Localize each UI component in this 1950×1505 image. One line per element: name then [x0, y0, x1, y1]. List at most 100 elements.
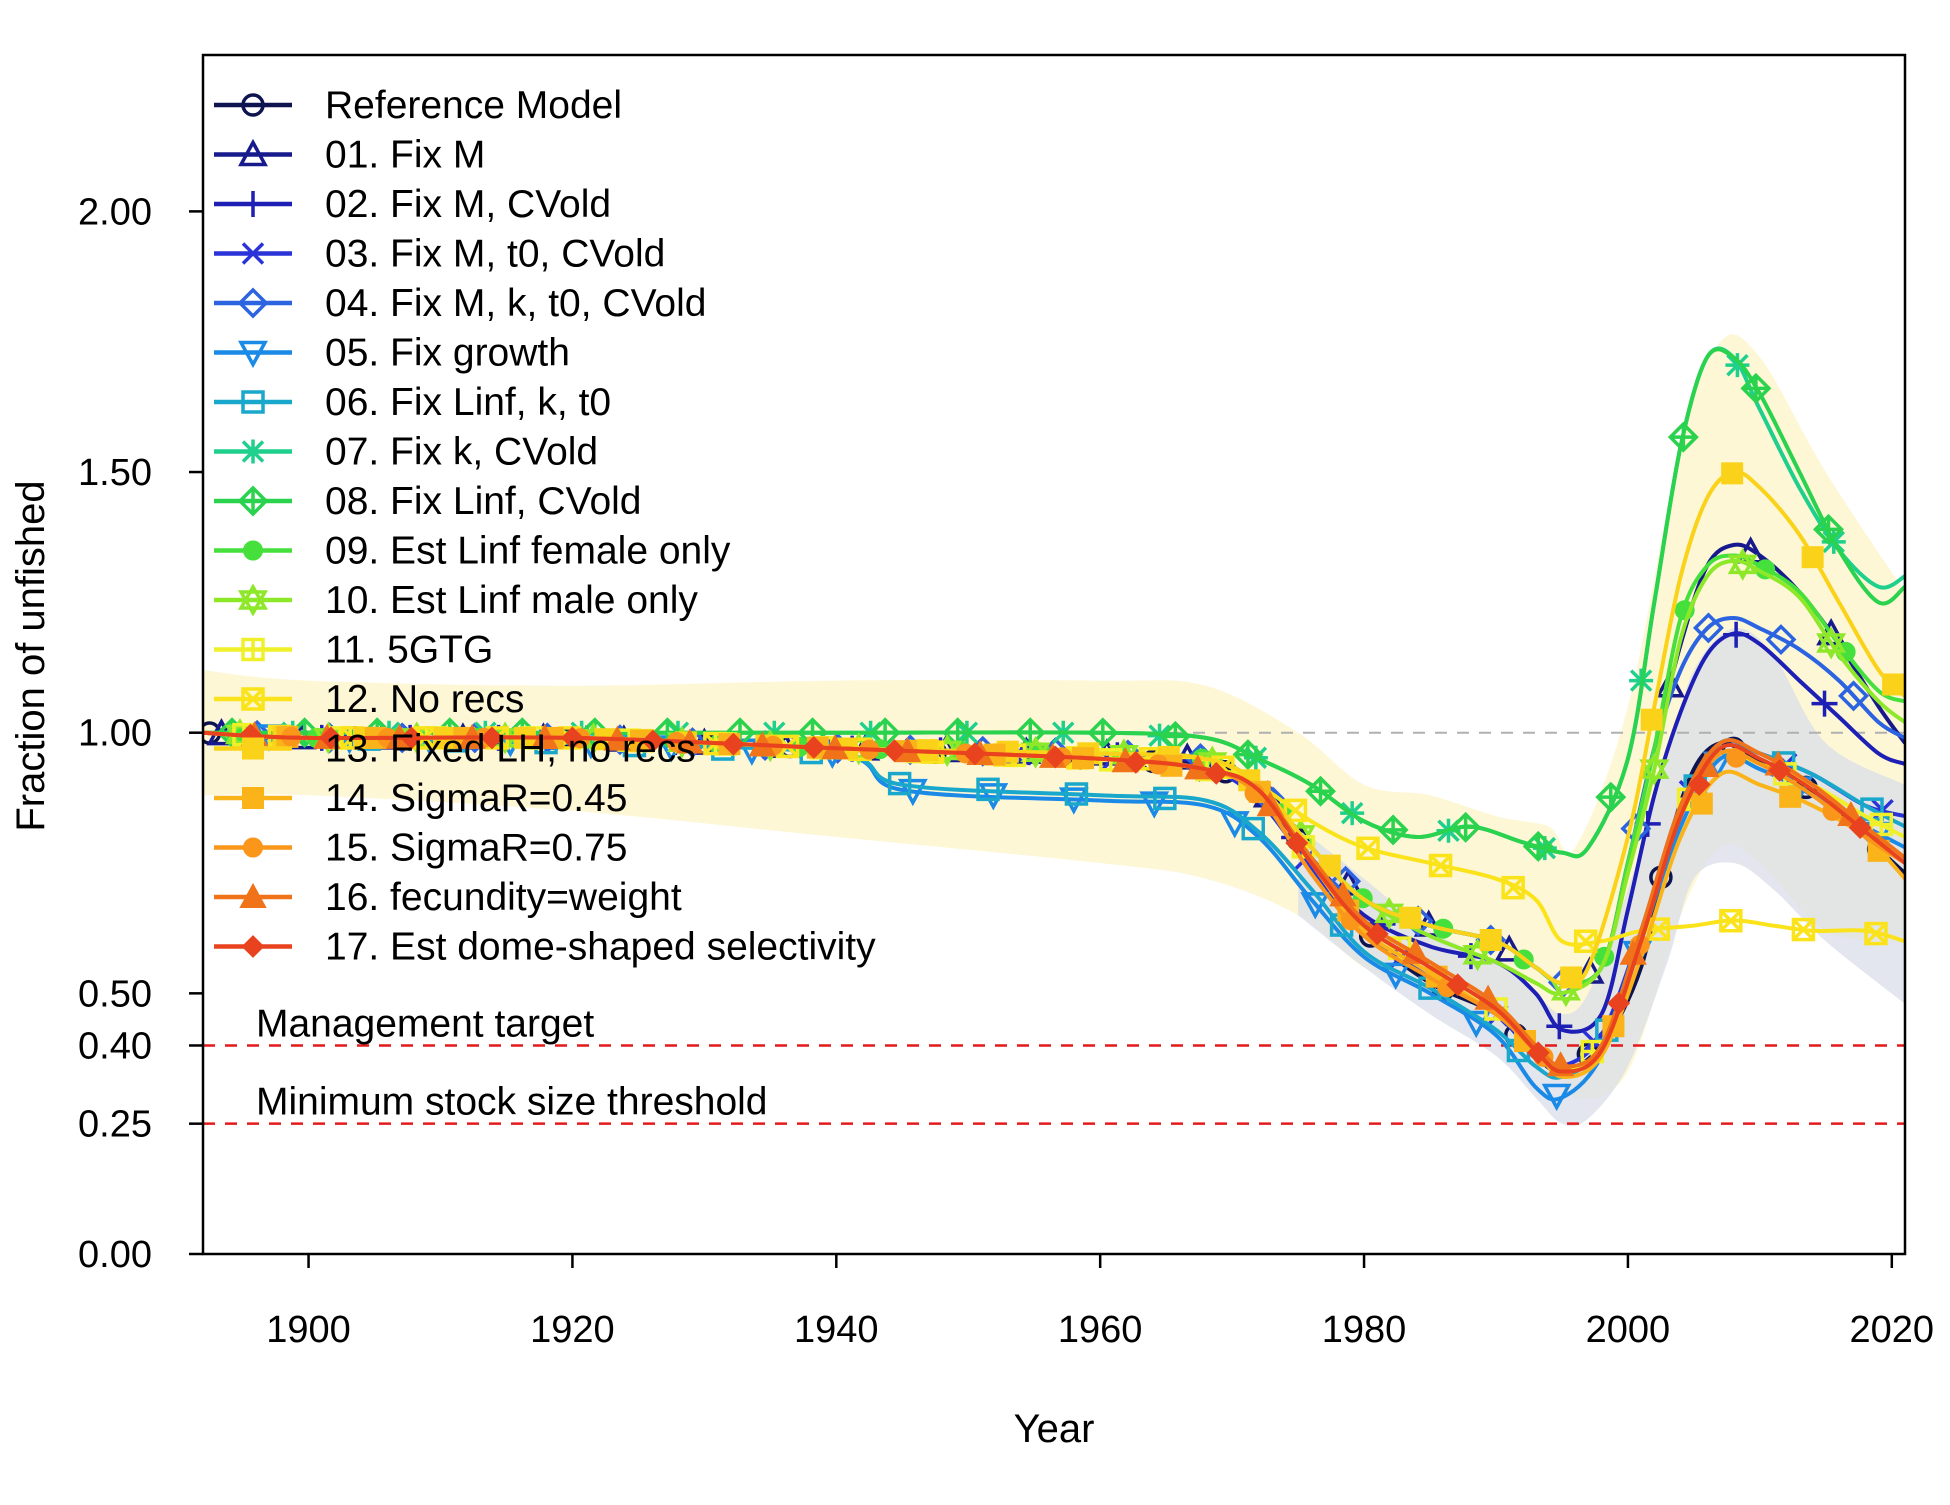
- legend-item: 05. Fix growth: [214, 332, 570, 375]
- series-point: [721, 732, 745, 756]
- series-point: [1838, 680, 1870, 712]
- legend-item: 13. Fixed LH, no recs: [214, 728, 696, 771]
- legend-label: 06. Fix Linf, k, t0: [325, 381, 611, 424]
- series-point: [1428, 853, 1453, 878]
- series-point: [1232, 739, 1264, 771]
- legend-label: 01. Fix M: [325, 134, 485, 177]
- series-point: [1779, 785, 1802, 808]
- series-point: [1811, 690, 1838, 717]
- series-point: [1526, 1041, 1550, 1065]
- series-point: [1124, 750, 1148, 774]
- series-point: [1640, 708, 1663, 731]
- legend-marker: [240, 191, 266, 217]
- legend-label: 14. SigmaR=0.45: [325, 777, 627, 820]
- series-point: [1462, 938, 1493, 972]
- series-point: [1791, 917, 1816, 942]
- series-point: [1882, 673, 1905, 696]
- legend-item: 14. SigmaR=0.45: [214, 777, 627, 820]
- y-tick-label: 2.00: [78, 191, 152, 233]
- legend-item: 07. Fix k, CVold: [214, 431, 598, 474]
- reference-lines: Management target Minimum stock size thre…: [203, 731, 1905, 1125]
- x-tick-label: 2000: [1586, 1309, 1671, 1351]
- legend-marker: [241, 935, 265, 958]
- legend-label: 11. 5GTG: [325, 629, 493, 672]
- series-point: [1501, 875, 1525, 900]
- legend-label: 09. Est Linf female only: [325, 530, 731, 573]
- legend-marker: [241, 390, 265, 414]
- series-point: [1726, 747, 1747, 768]
- legend-marker: [242, 787, 264, 809]
- reference-line-label: Minimum stock size threshold: [256, 1081, 768, 1124]
- legend-marker: [238, 340, 268, 369]
- series-point: [1765, 624, 1797, 656]
- legend-item: 02. Fix M, CVold: [214, 183, 611, 226]
- series-point: [1723, 621, 1750, 648]
- series-point: [1356, 836, 1380, 861]
- legend-marker: [237, 583, 269, 617]
- legend-item: Reference Model: [214, 84, 622, 127]
- series-18: [203, 723, 1905, 1074]
- legend-label: 03. Fix M, t0, CVold: [325, 233, 665, 276]
- series-point: [1727, 547, 1758, 581]
- legend-item: 11. 5GTG: [214, 629, 493, 672]
- series-point: [1541, 1083, 1572, 1112]
- axes: 1900 1920 1940 1960 1980 2000 2020 0.00 0.25 0.40…: [78, 191, 1934, 1351]
- legend-label: 04. Fix M, k, t0, CVold: [325, 282, 706, 325]
- legend-item: 04. Fix M, k, t0, CVold: [214, 282, 706, 325]
- series-point: [561, 726, 584, 750]
- series-point: [1740, 372, 1772, 404]
- legend-marker: [241, 637, 265, 662]
- legend-marker: [237, 485, 269, 517]
- y-tick-label: 0.00: [78, 1234, 152, 1276]
- legend-item: 08. Fix Linf, CVold: [214, 480, 642, 523]
- series-point: [1241, 816, 1265, 841]
- series-point: [1546, 1013, 1573, 1040]
- series-point: [963, 742, 987, 766]
- legend-marker: [241, 242, 265, 265]
- series-point: [1522, 830, 1554, 862]
- legend-marker: [237, 287, 269, 319]
- x-tick-label: 1900: [266, 1309, 351, 1351]
- series-point: [1639, 752, 1670, 786]
- y-tick-label: 0.25: [78, 1104, 152, 1146]
- legend-item: 12. No recs: [214, 678, 524, 721]
- y-axis-title: Fraction of unfished: [9, 480, 53, 831]
- series-point: [1595, 781, 1627, 813]
- series-point: [1494, 934, 1525, 962]
- legend-item: 16. fecundity=weight: [214, 876, 682, 919]
- legend-label: 08. Fix Linf, CVold: [325, 480, 642, 523]
- series-point: [1801, 546, 1824, 569]
- series-point: [1560, 966, 1583, 989]
- series-point: [1848, 816, 1872, 839]
- series-point: [1377, 814, 1409, 846]
- legend-item: 01. Fix M: [214, 134, 485, 177]
- reference-line-label: Management target: [256, 1002, 594, 1045]
- series-point: [1087, 717, 1119, 749]
- series-point: [1725, 353, 1750, 378]
- x-tick-label: 2020: [1850, 1309, 1935, 1351]
- series-point: [1768, 759, 1792, 782]
- uncertainty-band: [203, 334, 1905, 1099]
- legend-marker: [243, 837, 263, 858]
- series-point: [1667, 421, 1699, 453]
- series-point: [1446, 973, 1470, 997]
- series-point: [1285, 831, 1309, 855]
- legend-label: 15. SigmaR=0.75: [325, 827, 627, 870]
- series-point: [1043, 745, 1067, 769]
- series-point: [1365, 922, 1389, 946]
- legend: Reference Model 01. Fix M 02. Fix M, CVold…: [214, 84, 876, 969]
- legend-item: 10. Est Linf male only: [214, 579, 698, 622]
- legend-marker: [241, 93, 265, 117]
- series-point: [1283, 798, 1308, 823]
- x-tick-label: 1920: [530, 1309, 615, 1351]
- series-line: [203, 730, 1905, 1074]
- legend-marker: [241, 687, 265, 711]
- legend-label: 05. Fix growth: [325, 332, 570, 375]
- series-point: [976, 777, 1000, 802]
- series-point: [1690, 792, 1713, 815]
- series-point: [1721, 462, 1744, 485]
- x-tick-label: 1940: [794, 1309, 879, 1351]
- legend-marker: [239, 882, 267, 908]
- series-point: [887, 771, 912, 796]
